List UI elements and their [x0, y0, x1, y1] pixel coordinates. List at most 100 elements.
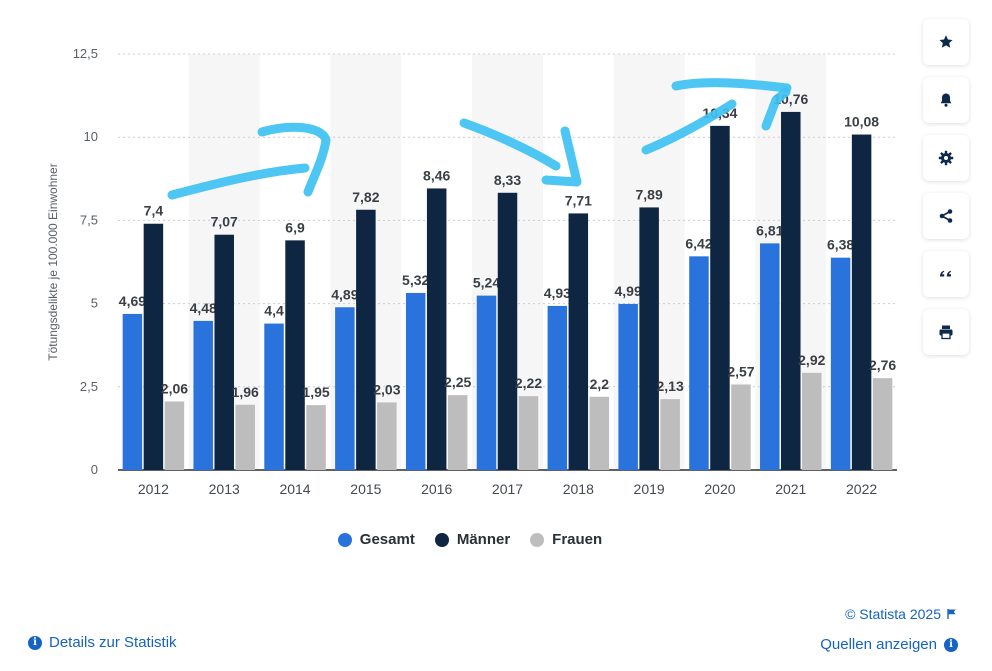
y-tick-label: 5	[91, 296, 98, 311]
gear-icon	[938, 150, 954, 166]
info-icon: i	[944, 637, 958, 652]
annotation-arrow	[257, 122, 331, 197]
share-icon	[939, 209, 953, 223]
data-label: 2,13	[657, 378, 684, 394]
bar-maenner-2013	[214, 234, 234, 470]
bar-gesamt-2021	[760, 243, 780, 470]
bar-maenner-2015	[356, 209, 376, 470]
bar-maenner-2014	[285, 240, 305, 470]
data-label: 7,07	[211, 214, 238, 230]
data-label: 2,06	[161, 380, 188, 396]
data-label: 4,48	[190, 300, 217, 316]
x-tick-label: 2018	[563, 481, 594, 497]
legend-item-gesamt[interactable]: Gesamt	[337, 531, 415, 548]
settings-button[interactable]	[923, 135, 969, 181]
bar-frauen-2019	[660, 399, 680, 470]
details-label: Details zur Statistik	[49, 634, 177, 651]
bar-frauen-2017	[518, 396, 539, 470]
data-label: 4,69	[119, 293, 146, 309]
bar-frauen-2015	[377, 402, 397, 470]
legend-item-frauen[interactable]: Frauen	[530, 531, 602, 548]
legend-dot-gesamt	[337, 532, 352, 547]
data-label: 8,33	[494, 172, 521, 188]
data-label: 10,08	[844, 114, 879, 130]
legend-dot-maenner	[434, 532, 449, 547]
data-label: 6,81	[756, 222, 783, 238]
print-icon	[939, 325, 953, 340]
y-axis-label: Tötungsdelikte je 100.000 Einwohner	[46, 163, 60, 360]
data-label: 2,25	[444, 374, 471, 390]
data-label: 4,93	[544, 285, 571, 301]
bar-maenner-2020	[710, 125, 730, 471]
bar-maenner-2022	[851, 134, 872, 470]
data-label: 8,46	[423, 167, 450, 183]
bar-maenner-2016	[426, 188, 447, 470]
bar-gesamt-2018	[547, 305, 568, 470]
legend-label-maenner: Männer	[456, 531, 511, 548]
data-label: 4,89	[331, 286, 358, 302]
data-label: 2,92	[798, 352, 825, 368]
bar-frauen-2018	[589, 396, 610, 470]
x-tick-label: 2016	[421, 481, 452, 497]
bar-maenner-2018	[568, 213, 589, 470]
bar-chart: 0 2,5 5 7,5 10 12,5 Tötungsdelikte je 100.000 …	[46, 46, 897, 497]
data-label: 6,42	[685, 235, 712, 251]
legend-item-maenner[interactable]: Männer	[434, 531, 511, 548]
bar-gesamt-2015	[335, 307, 355, 470]
data-label: 7,4	[144, 203, 164, 219]
annotation-arrow	[459, 118, 561, 171]
data-label: 2,03	[373, 381, 400, 397]
bar-frauen-2022	[872, 378, 893, 470]
y-tick-label: 2,5	[80, 379, 98, 394]
bar-maenner-2019	[639, 207, 659, 470]
bar-maenner-2021	[781, 111, 801, 471]
flag-icon	[947, 609, 956, 619]
info-icon: i	[28, 635, 42, 650]
quote-icon	[940, 270, 952, 277]
data-label: 7,89	[636, 186, 663, 202]
x-tick-label: 2020	[704, 481, 735, 497]
bar-gesamt-2019	[618, 303, 638, 470]
data-label: 6,38	[827, 237, 854, 253]
bar-frauen-2020	[731, 384, 751, 470]
data-label: 5,32	[402, 272, 429, 288]
x-tick-label: 2012	[138, 481, 169, 497]
data-label: 6,9	[285, 219, 305, 235]
x-tick-label: 2013	[209, 481, 240, 497]
data-label: 7,82	[352, 189, 379, 205]
bar-gesamt-2020	[689, 256, 709, 470]
annotation-arrow	[167, 163, 310, 200]
y-tick-label: 12,5	[73, 46, 98, 61]
data-label: 2,2	[590, 376, 610, 392]
data-label: 4,99	[615, 283, 642, 299]
print-button[interactable]	[923, 309, 969, 355]
bar-gesamt-2012	[122, 313, 143, 470]
sidebar-toolbar	[923, 19, 969, 355]
x-tick-label: 2014	[279, 481, 310, 497]
y-tick-label: 0	[91, 462, 98, 477]
bell-icon	[940, 93, 952, 107]
share-button[interactable]	[923, 193, 969, 239]
bar-maenner-2012	[143, 223, 164, 470]
data-label: 4,4	[264, 303, 284, 319]
bar-frauen-2021	[802, 372, 822, 470]
cite-button[interactable]	[923, 251, 969, 297]
copyright-text: © Statista 2025	[845, 606, 941, 622]
data-label: 5,24	[473, 275, 500, 291]
details-link[interactable]: i Details zur Statistik	[28, 634, 177, 651]
sources-link[interactable]: Quellen anzeigen i	[820, 636, 958, 653]
x-tick-label: 2021	[775, 481, 806, 497]
sources-label: Quellen anzeigen	[820, 636, 937, 653]
bar-frauen-2013	[235, 404, 255, 470]
bar-gesamt-2014	[264, 323, 284, 470]
legend-dot-frauen	[530, 532, 545, 547]
favorite-button[interactable]	[923, 19, 969, 65]
copyright: © Statista 2025	[845, 606, 958, 622]
star-icon	[939, 35, 953, 48]
data-label: 2,22	[515, 375, 542, 391]
x-tick-label: 2017	[492, 481, 523, 497]
notification-button[interactable]	[923, 77, 969, 123]
data-label: 2,76	[869, 357, 896, 373]
bar-frauen-2012	[164, 401, 185, 470]
